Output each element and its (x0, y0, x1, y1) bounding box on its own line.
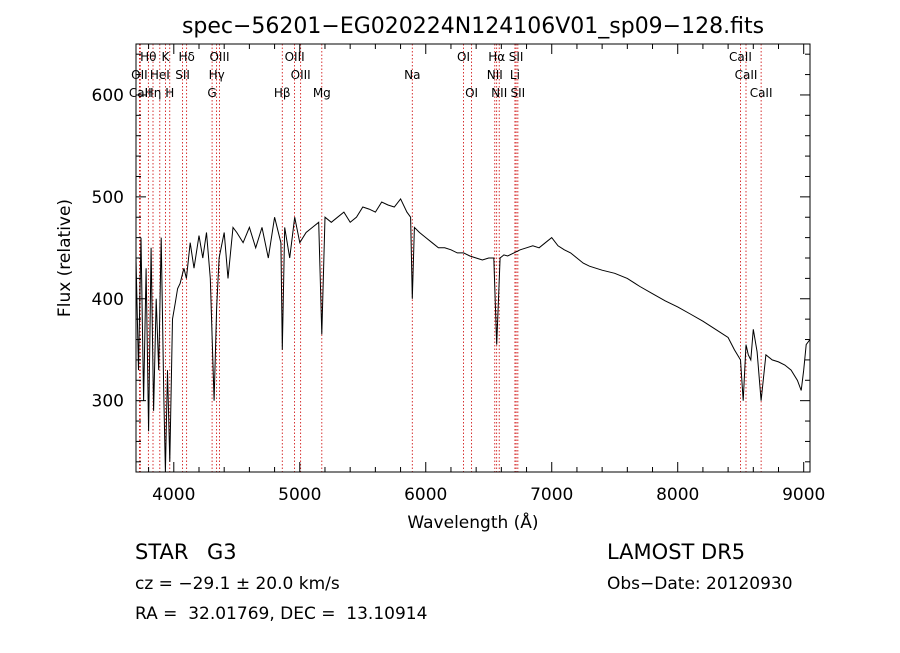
y-tick-label: 300 (92, 392, 124, 412)
line-label: OIII (209, 50, 229, 64)
x-tick-label: 5000 (278, 485, 321, 505)
x-axis-label: Wavelength (Å) (407, 511, 538, 533)
line-label: G (207, 86, 216, 100)
line-label: Li (510, 68, 520, 82)
x-tick-label: 4000 (152, 485, 195, 505)
x-tick-label: 7000 (530, 485, 573, 505)
y-tick-label: 600 (92, 86, 124, 106)
chart-title: spec−56201−EG020224N124106V01_sp09−128.f… (182, 14, 764, 39)
object-subclass: G3 (207, 540, 237, 564)
object-class: STAR (135, 540, 189, 564)
observation-date: Obs−Date: 20120930 (607, 574, 793, 594)
x-axis: 4000 5000 6000 7000 8000 9000 (148, 44, 825, 505)
x-tick-label: 6000 (404, 485, 447, 505)
line-label: NII (487, 68, 503, 82)
line-label: OIII (291, 68, 311, 82)
line-label: Hγ (209, 68, 225, 82)
spectrum-line (135, 197, 811, 473)
y-tick-label: 400 (92, 290, 124, 310)
line-label: Hδ (178, 50, 194, 64)
coordinates: RA = 32.01769, DEC = 13.10914 (135, 604, 428, 624)
survey-name: LAMOST DR5 (607, 540, 746, 564)
redshift-velocity: cz = −29.1 ± 20.0 km/s (135, 574, 340, 594)
line-label: Hα (488, 50, 505, 64)
line-markers (139, 44, 762, 472)
line-label: CaII (750, 86, 773, 100)
line-label: OI (465, 86, 478, 100)
plot-frame (135, 43, 811, 473)
line-label: Hθ (140, 50, 156, 64)
line-label: SII (509, 50, 524, 64)
line-label: CaII (735, 68, 758, 82)
line-label: SII (510, 86, 525, 100)
y-axis-label: Flux (relative) (55, 199, 75, 317)
line-label: CaII (729, 50, 752, 64)
line-label: Hη (145, 86, 162, 100)
y-tick-label: 500 (92, 188, 124, 208)
line-label: HeI (150, 68, 170, 82)
line-label: Hβ (274, 86, 291, 100)
line-label: SII (175, 68, 190, 82)
line-label: OIII (285, 50, 305, 64)
y-axis: 300 400 500 600 (92, 53, 810, 463)
line-label: K (162, 50, 171, 64)
line-label: OI (457, 50, 470, 64)
line-label: NII (491, 86, 507, 100)
line-label: Mg (313, 86, 331, 100)
x-tick-label: 8000 (656, 485, 699, 505)
line-label: H (165, 86, 174, 100)
x-tick-label: 9000 (782, 485, 825, 505)
line-label: Na (404, 68, 420, 82)
line-label: CaII (129, 86, 152, 100)
